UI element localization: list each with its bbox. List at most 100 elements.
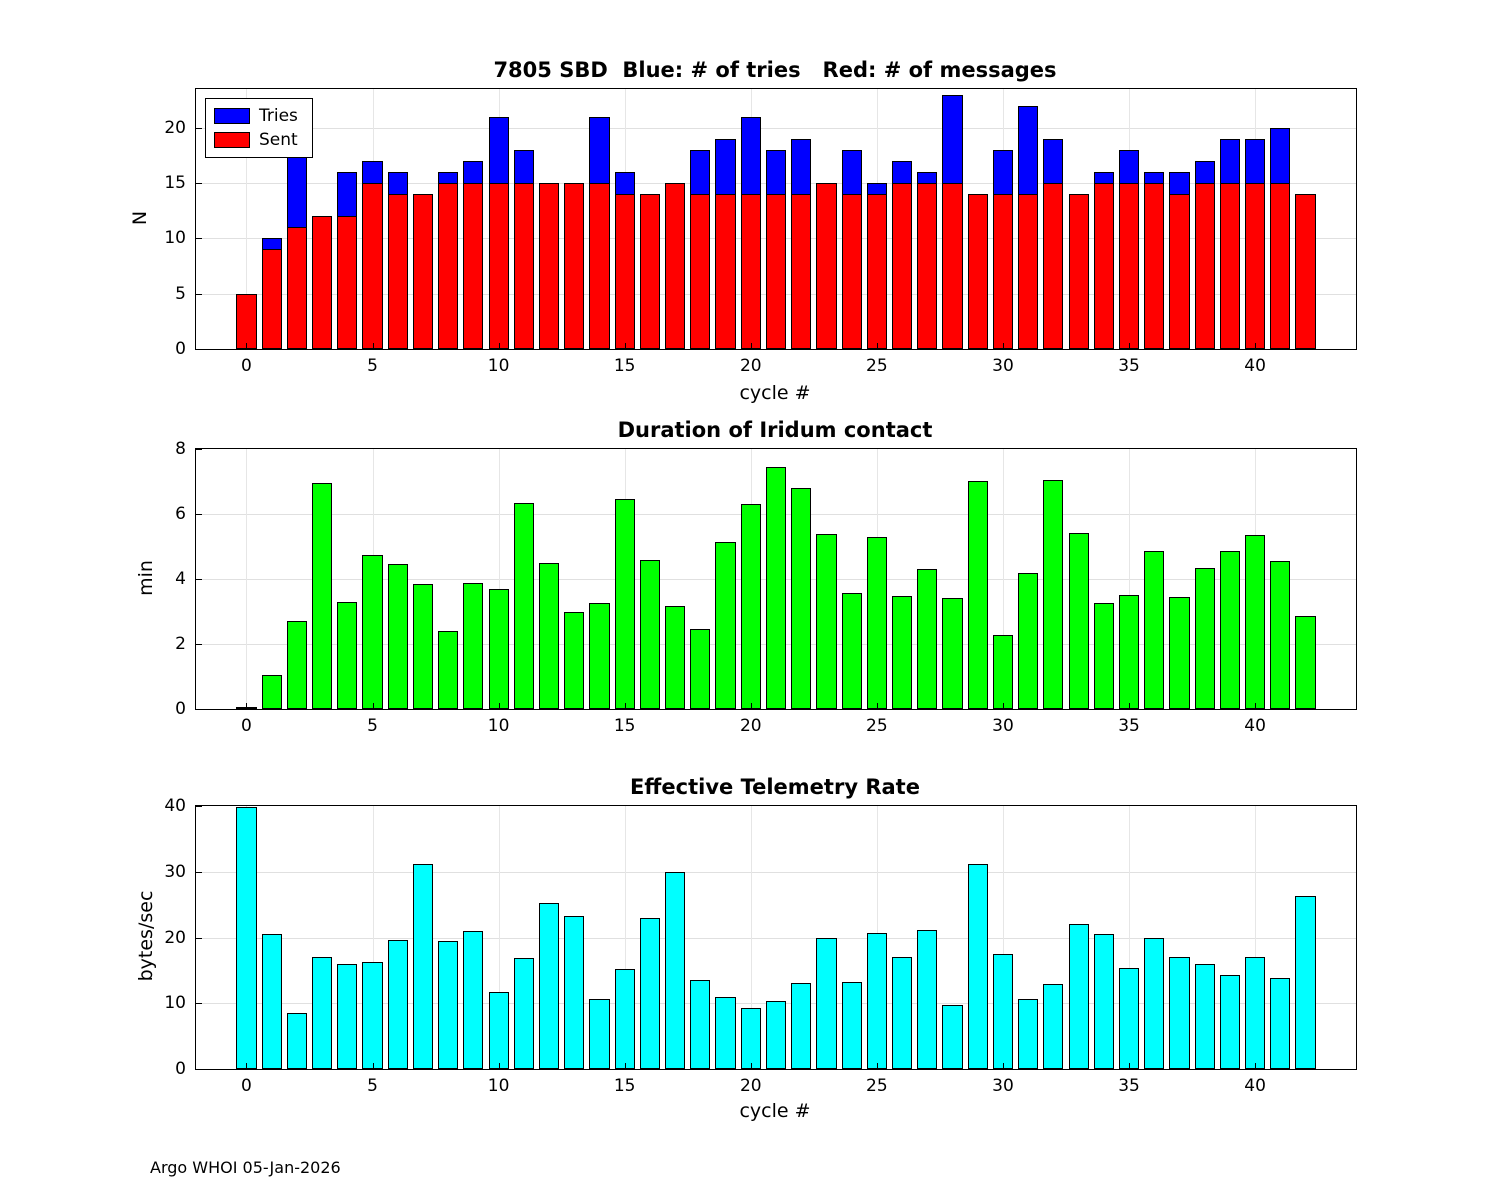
bar-sent-31	[1018, 194, 1039, 349]
x-tick-label: 25	[866, 356, 888, 376]
x-tick-label: 25	[866, 716, 888, 736]
x-tick-label: 10	[487, 356, 510, 376]
x-tick-mark	[372, 703, 374, 709]
y-tick-label: 8	[175, 439, 186, 459]
bar-rate-16	[639, 917, 660, 1069]
x-tick-label: 20	[739, 1076, 762, 1096]
y-tick-mark	[196, 806, 202, 807]
y-gridline	[196, 937, 1356, 939]
chart2-title: Duration of Iridum contact	[617, 418, 933, 442]
x-gridline	[1002, 449, 1004, 709]
chart1-plot-area: Tries Sent 0 5 10 15 20 0 5 10 15 20 25 30 35 40	[164, 88, 1357, 376]
bar-rate-25	[866, 932, 887, 1069]
bar-sent-11	[513, 183, 534, 349]
x-gridline	[1129, 449, 1131, 709]
x-tick-label: 35	[1118, 1076, 1140, 1096]
bar-sent-16	[639, 194, 660, 349]
bar-duration-7	[412, 583, 434, 709]
x-tick-label: 15	[613, 356, 636, 376]
bar-sent-22	[791, 194, 812, 349]
y-tick-mark	[196, 183, 202, 185]
bar-sent-19	[715, 194, 736, 349]
x-tick-mark	[624, 1063, 626, 1069]
bar-sent-32	[1043, 183, 1064, 349]
bar-rate-33	[1068, 923, 1089, 1069]
chart1-title: 7805 SBD Blue: # of tries Red: # of mess…	[493, 58, 1057, 82]
y-tick-label: 0	[175, 339, 186, 359]
bar-sent-7	[412, 194, 434, 349]
bar-rate-22	[791, 982, 812, 1069]
bar-duration-6	[387, 564, 408, 709]
bar-rate-23	[816, 937, 837, 1069]
x-gridline	[624, 806, 626, 1069]
bar-sent-1	[261, 249, 282, 349]
bar-duration-14	[589, 603, 610, 709]
bar-duration-13	[564, 611, 585, 709]
bar-rate-37	[1169, 957, 1190, 1069]
bar-duration-9	[463, 583, 484, 709]
bar-rate-34	[1093, 933, 1114, 1069]
bar-duration-20	[740, 504, 761, 709]
x-tick-mark	[876, 343, 878, 349]
bar-sent-9	[463, 183, 484, 349]
y-gridline	[196, 127, 1356, 129]
bar-rate-8	[438, 941, 459, 1069]
tries-color-swatch	[214, 108, 250, 124]
bar-duration-35	[1118, 595, 1140, 709]
x-tick-label: 0	[241, 356, 252, 376]
chart2-ylabel: min	[135, 560, 157, 596]
x-gridline	[1002, 806, 1004, 1069]
x-tick-mark	[1002, 1063, 1004, 1069]
x-tick-mark	[498, 703, 500, 709]
y-tick-label: 10	[164, 993, 186, 1014]
bar-duration-17	[665, 605, 686, 709]
chart1-xlabel: cycle #	[739, 382, 811, 404]
chart1-legend: Tries Sent	[205, 98, 313, 158]
bar-rate-13	[564, 916, 585, 1069]
x-tick-mark	[246, 343, 248, 349]
bar-duration-23	[816, 534, 837, 709]
bar-rate-27	[917, 929, 938, 1069]
x-tick-label: 30	[992, 356, 1014, 376]
y-tick-label: 0	[175, 1059, 186, 1079]
bar-rate-30	[992, 953, 1014, 1069]
bar-sent-29	[967, 194, 988, 349]
bar-rate-42	[1295, 896, 1316, 1069]
bar-sent-0	[236, 293, 257, 349]
x-tick-mark	[750, 1063, 752, 1069]
bar-duration-31	[1018, 573, 1039, 709]
bar-sent-13	[564, 183, 585, 349]
bar-sent-4	[337, 216, 358, 349]
bar-rate-31	[1018, 999, 1039, 1069]
x-tick-label: 40	[1244, 1076, 1266, 1096]
x-tick-mark	[1255, 343, 1257, 349]
x-tick-mark	[498, 1063, 500, 1069]
x-tick-mark	[372, 1063, 374, 1069]
bar-rate-40	[1245, 957, 1266, 1069]
tries-legend-label: Tries	[259, 106, 298, 126]
x-tick-label: 10	[487, 716, 510, 736]
bar-rate-14	[589, 998, 610, 1069]
bar-sent-21	[765, 194, 787, 349]
y-tick-mark	[196, 514, 202, 515]
x-tick-label: 20	[739, 356, 762, 376]
x-tick-label: 0	[241, 716, 252, 736]
x-tick-mark	[1129, 703, 1131, 709]
y-tick-label: 10	[164, 228, 186, 249]
x-gridline	[1255, 806, 1257, 1069]
bar-sent-3	[312, 216, 333, 349]
bar-rate-28	[942, 1004, 963, 1069]
bar-duration-18	[690, 629, 711, 709]
y-tick-mark	[196, 644, 202, 645]
y-tick-label: 30	[164, 861, 186, 882]
bar-duration-29	[967, 480, 988, 709]
y-gridline	[196, 871, 1356, 873]
bar-sent-36	[1144, 183, 1165, 349]
x-tick-label: 25	[866, 1076, 888, 1096]
x-tick-label: 30	[992, 716, 1014, 736]
bar-sent-42	[1295, 194, 1316, 349]
x-tick-mark	[750, 343, 752, 349]
x-tick-mark	[1002, 703, 1004, 709]
y-tick-mark	[196, 579, 202, 580]
bar-duration-32	[1043, 479, 1064, 709]
